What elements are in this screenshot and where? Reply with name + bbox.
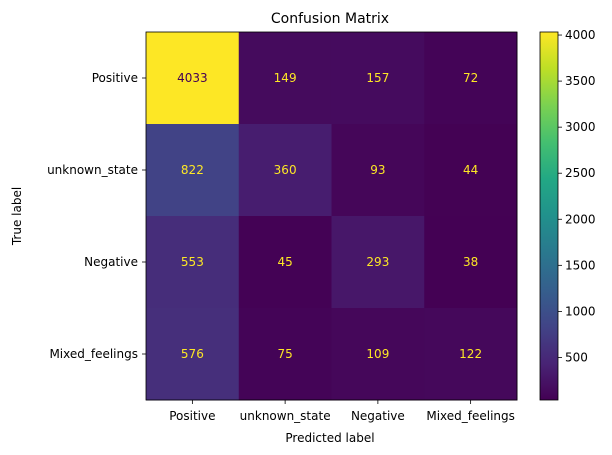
cell-value-label: 553: [181, 255, 204, 269]
cell-value-label: 75: [277, 347, 292, 361]
y-axis-ticks: Positive unknown_state Negative Mixed_feeli…: [47, 71, 146, 361]
cell-value-label: 44: [463, 163, 478, 177]
heatmap-cell: [146, 216, 240, 309]
heatmap-cell: [424, 124, 518, 217]
heatmap-cell: [238, 308, 332, 401]
cell-value-label: 45: [277, 255, 292, 269]
heatmap-cells: 4033 149 157 72 822 360 93 44 553 45 293 38 576 75 109…: [146, 32, 518, 401]
heatmap-cell: [238, 32, 332, 125]
heatmap-cell: [424, 32, 518, 125]
colorbar-gradient: [539, 31, 559, 401]
heatmap-cell: [424, 308, 518, 401]
cell-value-label: 93: [370, 163, 385, 177]
plot-frame: [145, 31, 518, 401]
heatmap-cell: [331, 124, 425, 217]
cell-value-label: 149: [274, 71, 297, 85]
colorbar-tick-label: 1500: [565, 258, 596, 272]
colorbar-tick-label: 2000: [565, 212, 596, 226]
cell-value-label: 122: [459, 347, 482, 361]
colorbar-tick-label: 4000: [565, 28, 596, 42]
heatmap-cell: [238, 124, 332, 217]
cell-value-label: 109: [366, 347, 389, 361]
cell-value-label: 157: [366, 71, 389, 85]
heatmap-cell: [331, 216, 425, 309]
cell-value-label: 72: [463, 71, 478, 85]
x-axis-ticks: Positive unknown_state Negative Mixed_feeli…: [169, 400, 515, 423]
chart-title: Confusion Matrix: [271, 11, 389, 27]
y-tick-label: Negative: [84, 255, 138, 269]
heatmap-cell: [146, 32, 240, 125]
heatmap-cell: [146, 124, 240, 217]
x-tick-label: Mixed_feelings: [426, 409, 515, 423]
heatmap-cell: [238, 216, 332, 309]
cell-value-label: 4033: [177, 71, 208, 85]
x-axis-label: Predicted label: [285, 431, 374, 445]
y-tick-label: Positive: [92, 71, 138, 85]
colorbar-tick-label: 2500: [565, 166, 596, 180]
heatmap-cell: [331, 32, 425, 125]
colorbar-tick-label: 3000: [565, 120, 596, 134]
y-tick-label: unknown_state: [47, 163, 138, 177]
colorbar: 500 1000 1500 2000 2500 3000 3500 4000: [539, 28, 596, 401]
x-tick-label: Negative: [351, 409, 405, 423]
x-tick-label: unknown_state: [240, 409, 331, 423]
y-tick-label: Mixed_feelings: [49, 347, 138, 361]
heatmap-cell: [146, 308, 240, 401]
cell-value-label: 360: [274, 163, 297, 177]
cell-value-label: 576: [181, 347, 204, 361]
colorbar-tick-label: 1000: [565, 304, 596, 318]
colorbar-tick-label: 500: [565, 350, 588, 364]
cell-value-label: 38: [463, 255, 478, 269]
colorbar-tick-label: 3500: [565, 74, 596, 88]
cell-value-label: 293: [366, 255, 389, 269]
heatmap-cell: [331, 308, 425, 401]
x-tick-label: Positive: [169, 409, 215, 423]
y-axis-label: True label: [10, 187, 24, 246]
cell-value-label: 822: [181, 163, 204, 177]
heatmap-cell: [424, 216, 518, 309]
